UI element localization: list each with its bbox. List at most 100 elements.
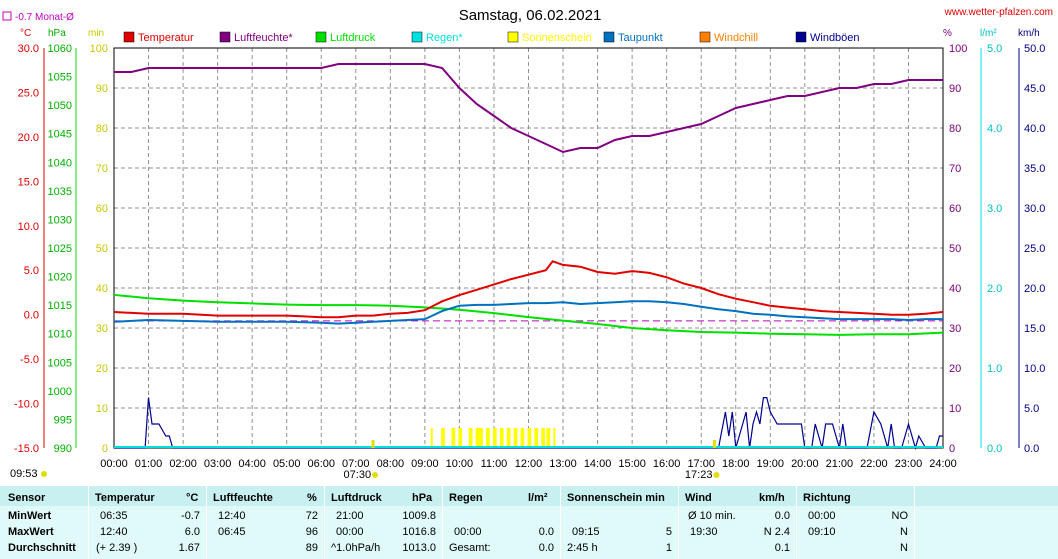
legend-swatch [507, 31, 519, 43]
series-line [114, 63, 943, 154]
unit-wind: km/h [1018, 28, 1040, 39]
divider [796, 486, 797, 559]
x-tick: 07:00 [342, 458, 370, 470]
sunshine-bar [508, 428, 511, 448]
hdr-press-unit: hPa [412, 492, 433, 504]
cell-value: 0.0 [538, 526, 554, 538]
legend-label: Sonnenschein [522, 32, 592, 44]
hdr-sensor: Sensor [8, 492, 46, 504]
sunshine-bar [486, 428, 489, 448]
pressure-tick: 1000 [48, 386, 72, 398]
pressure-tick: 1040 [48, 157, 72, 169]
x-tick: 12:00 [515, 458, 543, 470]
cell-value: 1013.0 [402, 542, 436, 554]
x-tick: 02:00 [169, 458, 197, 470]
pressure-tick: 1050 [48, 100, 72, 112]
humidity-tick: 80 [949, 123, 961, 135]
cell-time: 12:40 [100, 526, 128, 538]
y-axes: 30.0 25.0 20.0 15.0 10.0 5.0 0.0 -5.0 -10.0 -15.0… [14, 43, 1046, 455]
humidity-tick: 50 [949, 243, 961, 255]
site-link[interactable]: www.wetter-pfalzen.com [944, 7, 1053, 18]
sunshine-tick: 0 [102, 443, 108, 455]
series-line [113, 260, 944, 319]
wind-tick: 40.0 [1024, 123, 1045, 135]
cell-value: 1.67 [178, 542, 200, 554]
pressure-tick: 1005 [48, 357, 72, 369]
unit-humidity: % [943, 28, 952, 39]
hdr-press: Luftdruck [331, 492, 382, 504]
sunshine-bar [527, 428, 530, 448]
x-tick: 13:00 [549, 458, 577, 470]
temperature-tick: -15.0 [14, 443, 39, 455]
sunshine-tick: 60 [96, 203, 108, 215]
cell-time: 00:00 [454, 526, 482, 538]
series-lines [113, 63, 944, 451]
sunshine-bar [480, 428, 483, 448]
x-tick: 10:00 [446, 458, 474, 470]
x-tick: 05:00 [273, 458, 301, 470]
legend-swatch [315, 31, 327, 43]
sunshine-bar [553, 428, 556, 448]
wind-tick: 20.0 [1024, 283, 1045, 295]
x-tick: 06:00 [307, 458, 335, 470]
divider [442, 486, 443, 559]
sunshine-tick: 80 [96, 123, 108, 135]
unit-rain: l/m² [980, 28, 997, 39]
legend-label: Luftfeuchte* [234, 32, 293, 44]
time-icon [41, 471, 47, 477]
sunshine-bar [453, 428, 456, 448]
sunshine-bar [513, 428, 516, 448]
sunshine-bar [458, 428, 461, 448]
temperature-tick: 10.0 [18, 221, 39, 233]
row-label: MaxWert [8, 526, 54, 538]
x-tick: 18:00 [722, 458, 750, 470]
humidity-tick: 40 [949, 283, 961, 295]
sunshine-bar [475, 428, 478, 448]
cell-time: Ø 10 min. [688, 510, 736, 522]
cell-value: 0.0 [538, 542, 554, 554]
cell-time: 09:15 [572, 526, 600, 538]
cell-value: NO [891, 510, 909, 522]
sunshine-bar [479, 428, 482, 448]
legend-swatch [411, 31, 423, 43]
legend-swatch [795, 31, 807, 43]
cell-time: 12:40 [218, 510, 246, 522]
sunshine-bar [468, 428, 471, 448]
pressure-tick: 1060 [48, 43, 72, 55]
temperature-tick: 30.0 [18, 43, 39, 55]
cell-value: 96 [305, 526, 318, 538]
temperature-tick: 15.0 [18, 176, 39, 188]
sunshine-bar [534, 428, 537, 448]
legend-swatch [123, 31, 135, 43]
temperature-tick: 25.0 [18, 87, 39, 99]
hdr-sun: Sonnenschein min [567, 492, 665, 504]
x-tick: 23:00 [895, 458, 923, 470]
series-line [113, 293, 944, 336]
unit-sunshine: min [88, 28, 104, 39]
cell-time: 06:45 [218, 526, 246, 538]
wind-tick: 30.0 [1024, 203, 1045, 215]
sunshine-tick: 90 [96, 83, 108, 95]
cell-value: -0.7 [181, 510, 200, 522]
sunshine-tick: 70 [96, 163, 108, 175]
humidity-tick: 70 [949, 163, 961, 175]
cell-time: 09:10 [808, 526, 836, 538]
x-tick: 17:00 [687, 458, 715, 470]
cell-time: (+ 2.39 ) [96, 542, 138, 554]
sunset-icon [713, 472, 720, 478]
grid [114, 48, 943, 448]
x-tick: 01:00 [135, 458, 163, 470]
x-tick: 11:00 [481, 458, 508, 470]
sunshine-bar [477, 428, 480, 448]
sunshine-bars [430, 428, 556, 448]
humidity-tick: 10 [949, 403, 961, 415]
sunshine-bar [515, 428, 518, 448]
x-tick: 15:00 [618, 458, 646, 470]
x-tick: 08:00 [377, 458, 405, 470]
cell-time: 00:00 [336, 526, 364, 538]
humidity-tick: 60 [949, 203, 961, 215]
temperature-tick: -10.0 [14, 399, 39, 411]
sunshine-bar [451, 428, 454, 448]
divider [678, 486, 679, 559]
temperature-tick: -5.0 [20, 354, 39, 366]
